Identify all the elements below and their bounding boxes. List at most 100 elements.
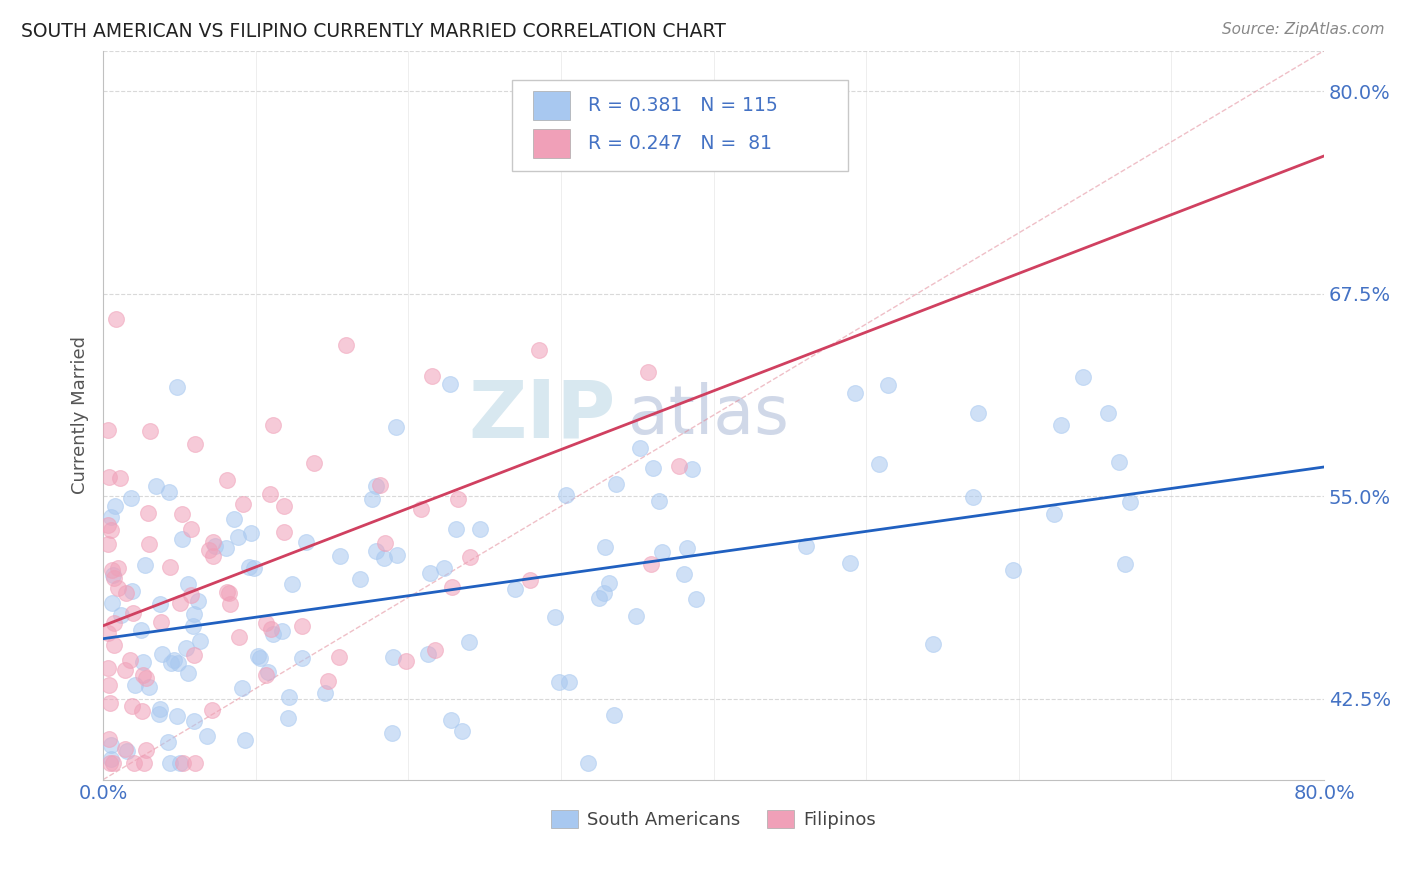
Point	[544, 610, 567, 624]
Point	[117, 744, 139, 758]
Point	[647, 493, 669, 508]
Point	[138, 680, 160, 694]
Point	[675, 541, 697, 555]
Point	[868, 457, 890, 471]
Point	[97, 661, 120, 675]
Point	[149, 615, 172, 629]
Point	[447, 492, 470, 507]
Point	[100, 752, 122, 766]
Point	[157, 484, 180, 499]
Point	[637, 365, 659, 379]
Point	[160, 656, 183, 670]
Point	[876, 378, 898, 392]
Y-axis label: Currently Married: Currently Married	[72, 336, 89, 494]
Point	[148, 707, 170, 722]
Point	[122, 756, 145, 771]
Point	[361, 492, 384, 507]
Point	[162, 653, 184, 667]
Point	[382, 650, 405, 665]
Point	[254, 615, 277, 630]
Point	[291, 651, 314, 665]
Point	[159, 560, 181, 574]
Point	[794, 539, 817, 553]
Point	[374, 535, 396, 549]
Point	[1097, 405, 1119, 419]
Point	[149, 701, 172, 715]
Text: Source: ZipAtlas.com: Source: ZipAtlas.com	[1222, 22, 1385, 37]
Point	[101, 568, 124, 582]
Point	[184, 756, 207, 770]
Point	[218, 586, 240, 600]
Point	[121, 698, 143, 713]
Point	[172, 507, 194, 521]
Point	[273, 524, 295, 539]
Point	[183, 618, 205, 632]
Point	[183, 607, 205, 621]
Point	[240, 526, 263, 541]
Point	[169, 597, 191, 611]
Point	[110, 607, 132, 622]
Point	[273, 500, 295, 514]
Point	[174, 640, 197, 655]
Point	[232, 498, 254, 512]
Point	[198, 543, 221, 558]
Point	[122, 607, 145, 621]
Point	[204, 539, 226, 553]
Point	[98, 678, 121, 692]
Point	[195, 729, 218, 743]
Point	[381, 725, 404, 739]
Point	[641, 461, 664, 475]
Point	[316, 674, 339, 689]
Point	[558, 674, 581, 689]
Point	[98, 469, 121, 483]
Point	[215, 541, 238, 556]
Point	[98, 697, 121, 711]
Point	[166, 708, 188, 723]
Point	[201, 703, 224, 717]
Point	[131, 704, 153, 718]
Point	[262, 627, 284, 641]
Point	[503, 582, 526, 596]
Point	[183, 648, 205, 663]
Point	[138, 537, 160, 551]
Point	[554, 488, 576, 502]
Point	[103, 571, 125, 585]
Point	[1114, 557, 1136, 571]
Point	[1002, 563, 1025, 577]
Point	[921, 637, 943, 651]
Point	[121, 584, 143, 599]
Point	[295, 535, 318, 549]
Point	[132, 756, 155, 771]
Point	[576, 756, 599, 771]
Point	[184, 436, 207, 450]
FancyBboxPatch shape	[533, 128, 569, 158]
Point	[605, 477, 627, 491]
Point	[105, 312, 128, 326]
Point	[97, 424, 120, 438]
Point	[166, 379, 188, 393]
Point	[628, 442, 651, 456]
Point	[120, 491, 142, 506]
Point	[598, 576, 620, 591]
Point	[131, 655, 153, 669]
Point	[593, 540, 616, 554]
Point	[1071, 370, 1094, 384]
Point	[238, 560, 260, 574]
Point	[183, 714, 205, 728]
Point	[651, 545, 673, 559]
Point	[259, 487, 281, 501]
Point	[98, 756, 121, 771]
Point	[624, 608, 647, 623]
Point	[249, 651, 271, 665]
Point	[233, 732, 256, 747]
Point	[103, 615, 125, 630]
Point	[1108, 455, 1130, 469]
Point	[247, 648, 270, 663]
Point	[1042, 507, 1064, 521]
Point	[167, 657, 190, 671]
Point	[547, 675, 569, 690]
Point	[97, 518, 120, 533]
Point	[962, 490, 984, 504]
Point	[440, 713, 463, 727]
Point	[100, 523, 122, 537]
